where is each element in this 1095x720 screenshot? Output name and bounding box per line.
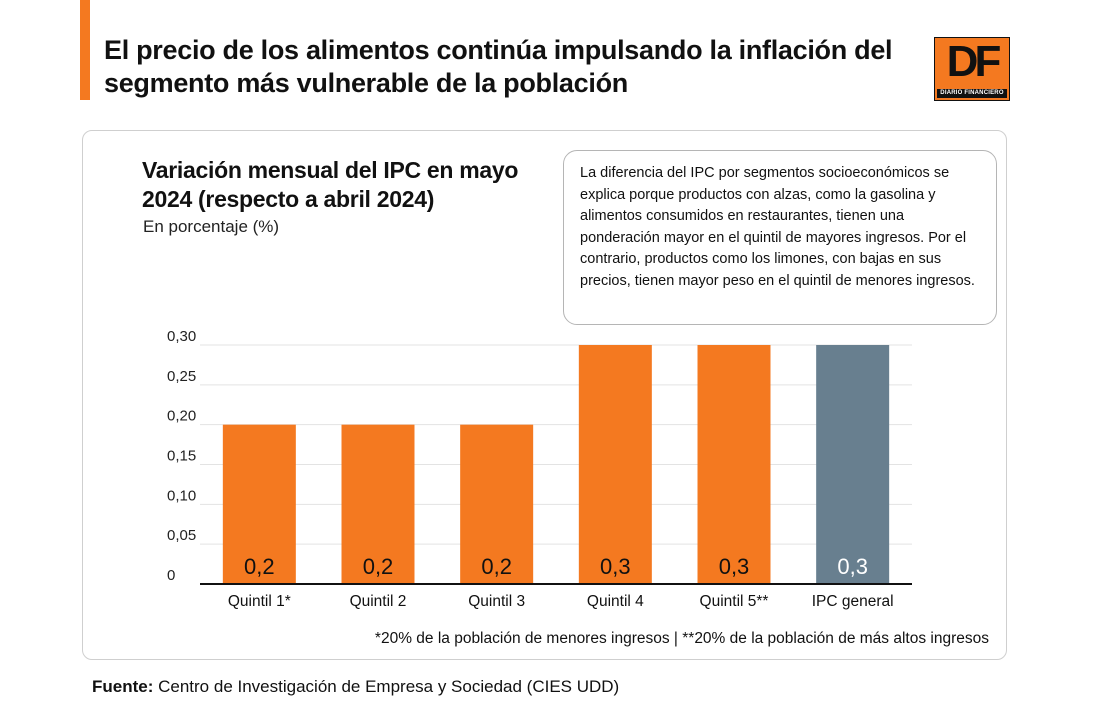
- y-tick-label: 0: [167, 567, 175, 584]
- bar: [222, 424, 296, 584]
- chart-title: Variación mensual del IPC en mayo 2024 (…: [142, 157, 519, 212]
- y-tick-label: 0,30: [167, 328, 196, 345]
- y-tick-label: 0,20: [167, 408, 196, 425]
- logo-mark: DF: [946, 37, 1002, 86]
- x-tick-label: Quintil 2: [350, 593, 407, 610]
- x-tick-label: IPC general: [812, 593, 894, 610]
- bar-value-label: 0,3: [600, 554, 631, 579]
- source-line: Fuente: Centro de Investigación de Empre…: [92, 677, 619, 697]
- y-tick-label: 0,15: [167, 448, 196, 465]
- bar-value-label: 0,2: [244, 554, 275, 579]
- bar-value-label: 0,2: [481, 554, 512, 579]
- bar: [816, 345, 890, 584]
- headline: El precio de los alimentos continúa impu…: [104, 35, 893, 98]
- accent-bar: [80, 0, 90, 100]
- y-tick-label: 0,25: [167, 368, 196, 385]
- bar: [341, 424, 415, 584]
- footnote: *20% de la población de menores ingresos…: [374, 630, 989, 647]
- logo-subtext: DIARIO FINANCIERO: [937, 89, 1007, 98]
- x-tick-label: Quintil 3: [468, 593, 525, 610]
- bar: [578, 345, 652, 584]
- source-text: Centro de Investigación de Empresa y Soc…: [153, 677, 620, 696]
- chart-subtitle: En porcentaje (%): [143, 217, 280, 236]
- bar: [460, 424, 534, 584]
- bar-value-label: 0,3: [837, 554, 868, 579]
- bar: [697, 345, 771, 584]
- bar-value-label: 0,3: [719, 554, 750, 579]
- x-tick-label: Quintil 5**: [700, 593, 769, 610]
- source-label: Fuente:: [92, 677, 154, 696]
- y-tick-label: 0,10: [167, 487, 196, 504]
- y-tick-label: 0,05: [167, 527, 196, 544]
- x-tick-label: Quintil 4: [587, 593, 644, 610]
- explanation-note: La diferencia del IPC por segmentos soci…: [563, 150, 997, 325]
- bar-value-label: 0,2: [363, 554, 394, 579]
- df-logo: DF DIARIO FINANCIERO: [934, 37, 1010, 101]
- x-tick-label: Quintil 1*: [228, 593, 291, 610]
